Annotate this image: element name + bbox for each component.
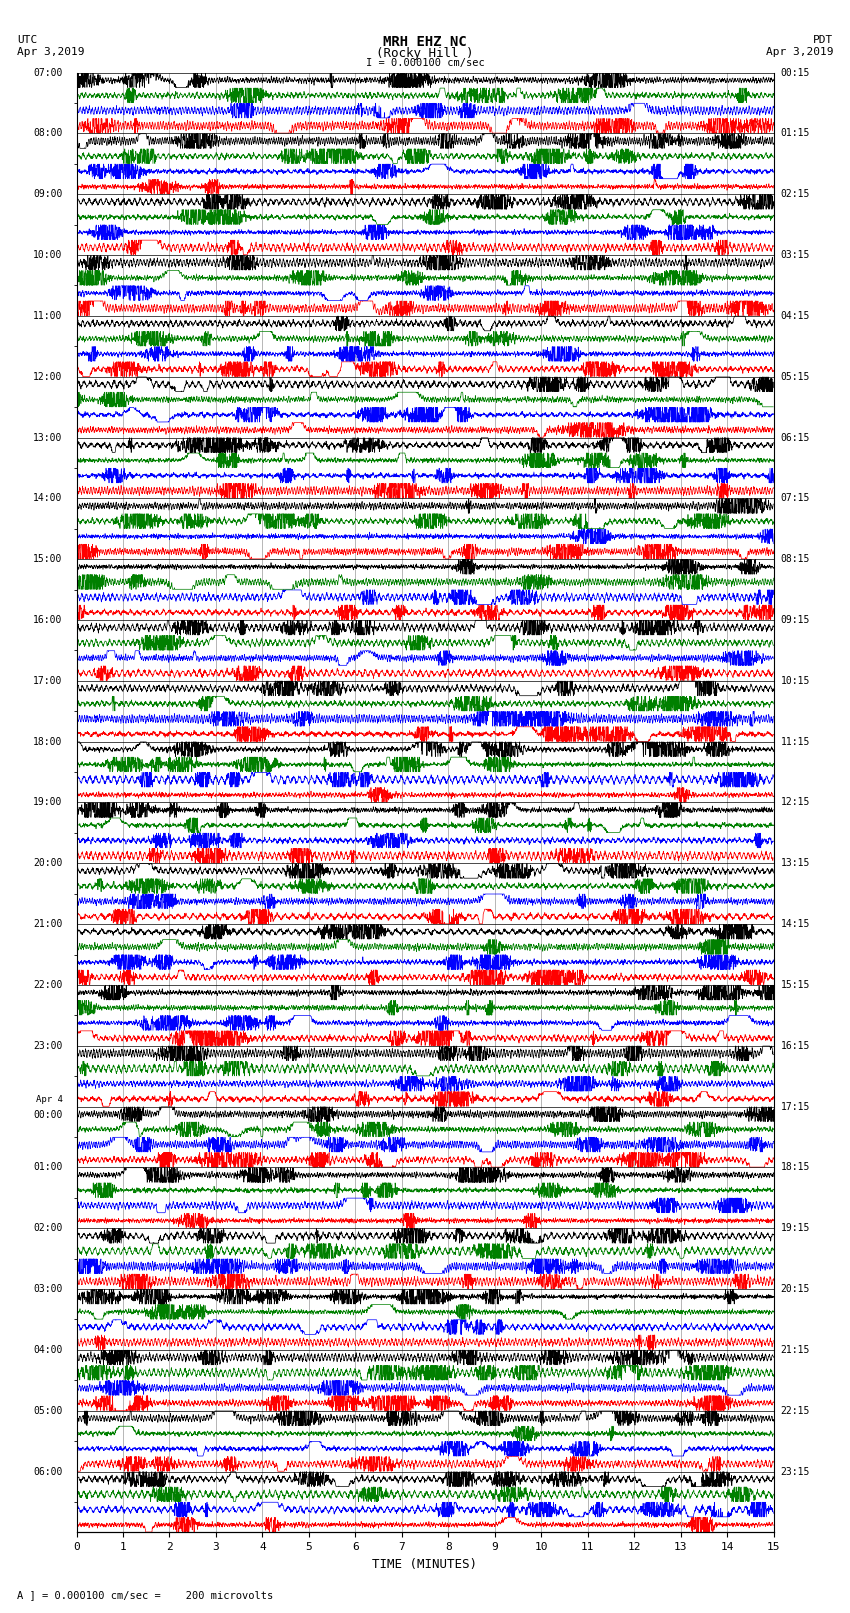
Text: 22:15: 22:15 [780,1405,810,1416]
Text: 08:15: 08:15 [780,555,810,565]
Text: 11:15: 11:15 [780,737,810,747]
Text: 02:00: 02:00 [33,1223,63,1234]
Text: 21:15: 21:15 [780,1345,810,1355]
Text: 23:00: 23:00 [33,1040,63,1050]
Text: 20:00: 20:00 [33,858,63,868]
Text: 18:15: 18:15 [780,1163,810,1173]
Text: 17:15: 17:15 [780,1102,810,1111]
Text: I = 0.000100 cm/sec: I = 0.000100 cm/sec [366,58,484,68]
Text: 07:15: 07:15 [780,494,810,503]
Text: (Rocky Hill ): (Rocky Hill ) [377,47,473,60]
Text: 14:15: 14:15 [780,919,810,929]
Text: 13:00: 13:00 [33,432,63,442]
X-axis label: TIME (MINUTES): TIME (MINUTES) [372,1558,478,1571]
Text: 17:00: 17:00 [33,676,63,686]
Text: 18:00: 18:00 [33,737,63,747]
Text: A ] = 0.000100 cm/sec =    200 microvolts: A ] = 0.000100 cm/sec = 200 microvolts [17,1590,273,1600]
Text: 12:15: 12:15 [780,797,810,808]
Text: 05:15: 05:15 [780,371,810,382]
Text: 19:15: 19:15 [780,1223,810,1234]
Text: 08:00: 08:00 [33,129,63,139]
Text: UTC: UTC [17,35,37,45]
Text: PDT: PDT [813,35,833,45]
Text: 10:00: 10:00 [33,250,63,260]
Text: 03:15: 03:15 [780,250,810,260]
Text: 01:15: 01:15 [780,129,810,139]
Text: Apr 3,2019: Apr 3,2019 [766,47,833,56]
Text: 04:00: 04:00 [33,1345,63,1355]
Text: MRH EHZ NC: MRH EHZ NC [383,35,467,50]
Text: 20:15: 20:15 [780,1284,810,1294]
Text: 01:00: 01:00 [33,1163,63,1173]
Text: 05:00: 05:00 [33,1405,63,1416]
Text: Apr 3,2019: Apr 3,2019 [17,47,84,56]
Text: 23:15: 23:15 [780,1466,810,1476]
Text: 12:00: 12:00 [33,371,63,382]
Text: 19:00: 19:00 [33,797,63,808]
Text: 15:00: 15:00 [33,555,63,565]
Text: 09:00: 09:00 [33,189,63,200]
Text: 06:15: 06:15 [780,432,810,442]
Text: 00:00: 00:00 [33,1110,63,1119]
Text: 21:00: 21:00 [33,919,63,929]
Text: 22:00: 22:00 [33,981,63,990]
Text: 04:15: 04:15 [780,311,810,321]
Text: 16:15: 16:15 [780,1040,810,1050]
Text: 10:15: 10:15 [780,676,810,686]
Text: 16:00: 16:00 [33,615,63,624]
Text: 09:15: 09:15 [780,615,810,624]
Text: 03:00: 03:00 [33,1284,63,1294]
Text: Apr 4: Apr 4 [36,1095,63,1103]
Text: 14:00: 14:00 [33,494,63,503]
Text: 13:15: 13:15 [780,858,810,868]
Text: 07:00: 07:00 [33,68,63,77]
Text: 11:00: 11:00 [33,311,63,321]
Text: 00:15: 00:15 [780,68,810,77]
Text: 06:00: 06:00 [33,1466,63,1476]
Text: 15:15: 15:15 [780,981,810,990]
Text: 02:15: 02:15 [780,189,810,200]
